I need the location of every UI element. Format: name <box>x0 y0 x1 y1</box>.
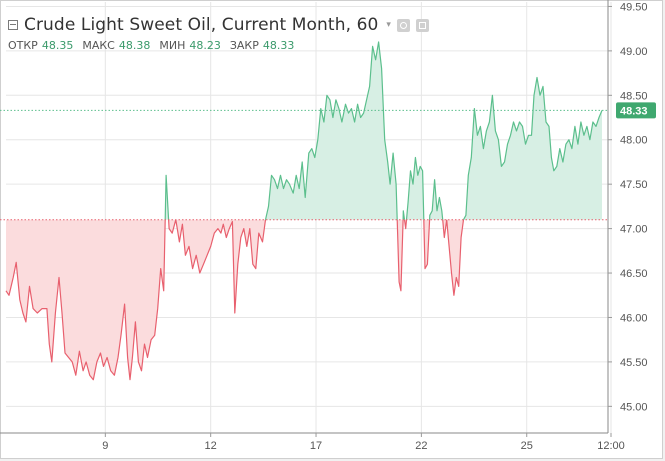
y-tick-label: 46.00 <box>620 312 648 324</box>
last-price-label: 48.33 <box>620 105 648 117</box>
y-tick-label: 49.50 <box>620 1 648 13</box>
close-value: 48.33 <box>262 39 295 52</box>
price-line-below-baseline <box>5 219 465 381</box>
collapse-icon[interactable] <box>8 20 18 30</box>
low-label: МИН <box>159 39 186 52</box>
y-tick-label: 45.50 <box>620 357 648 369</box>
x-tick-label: 9 <box>102 440 108 452</box>
x-tick-label: 22 <box>415 440 427 452</box>
gear-icon[interactable] <box>396 18 410 32</box>
low-value: 48.23 <box>189 39 221 52</box>
y-tick-label: 45.00 <box>620 401 648 413</box>
y-tick-label: 48.00 <box>620 135 648 147</box>
y-tick-label: 47.00 <box>620 224 648 236</box>
x-tick-label: 12:00 <box>597 440 625 452</box>
x-tick-label: 17 <box>310 440 322 452</box>
chart-header: Crude Light Sweet Oil, Current Month, 60… <box>8 14 429 36</box>
y-tick-label: 48.50 <box>620 90 648 102</box>
chevron-down-icon[interactable]: ▾ <box>386 20 391 30</box>
up-area-fill <box>165 42 602 220</box>
close-icon[interactable] <box>415 18 429 32</box>
y-tick-label: 46.50 <box>620 268 648 280</box>
y-tick-label: 47.50 <box>620 179 648 191</box>
close-label: ЗАКР <box>229 39 259 52</box>
last-price-marker: 48.33 <box>616 102 656 119</box>
open-value: 48.35 <box>41 39 74 52</box>
chart-title: Crude Light Sweet Oil, Current Month, 60 <box>24 15 379 35</box>
high-label: МАКС <box>82 39 115 52</box>
y-tick-label: 49.00 <box>620 46 648 58</box>
high-value: 48.38 <box>118 39 151 52</box>
last-price-label-bg <box>616 102 656 119</box>
ohlc-legend: ОТКР 48.35 МАКС 48.38 МИН 48.23 ЗАКР 48.… <box>8 39 299 52</box>
x-axis: 9 12 17 22 25 12:00 <box>102 433 625 452</box>
x-tick-label: 12 <box>205 440 217 452</box>
open-label: ОТКР <box>8 39 38 52</box>
y-axis: 45.00 45.50 46.00 46.50 47.00 47.50 48.00 48.50… <box>608 1 648 413</box>
x-tick-label: 25 <box>521 440 533 452</box>
